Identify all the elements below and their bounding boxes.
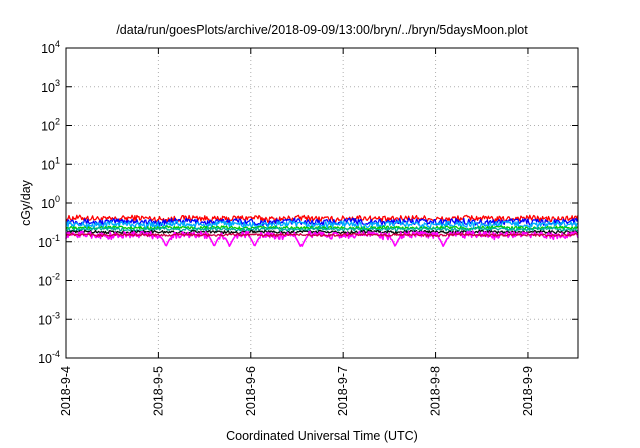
- x-tick-label: 2018-9-5: [151, 366, 165, 416]
- series-line: [65, 220, 579, 230]
- x-ticks: 2018-9-4 2018-9-5 2018-9-6 2018-9-7 2018-9-8…: [59, 48, 535, 416]
- y-ticks: 104 103 102 101 100 10-1 10-2 10-3 10-4: [38, 39, 578, 366]
- y-tick-label: 104: [41, 39, 60, 56]
- y-tick-label: 10-4: [38, 349, 60, 366]
- y-tick-label: 103: [41, 78, 60, 95]
- x-tick-label: 2018-9-8: [429, 366, 443, 416]
- series-group: [65, 214, 579, 247]
- series-line: [65, 217, 579, 227]
- y-tick-label: 10-1: [38, 233, 60, 250]
- x-tick-label: 2018-9-9: [521, 366, 535, 416]
- y-tick-label: 101: [41, 155, 60, 172]
- grid-lines: [65, 47, 578, 359]
- x-tick-label: 2018-9-7: [336, 366, 350, 416]
- y-tick-label: 10-3: [38, 310, 60, 327]
- x-tick-label: 2018-9-6: [244, 366, 258, 416]
- chart-title: /data/run/goesPlots/archive/2018-09-09/1…: [116, 23, 528, 37]
- x-axis-label: Coordinated Universal Time (UTC): [226, 429, 418, 443]
- series-line: [65, 226, 579, 232]
- y-tick-label: 100: [41, 194, 60, 211]
- y-tick-label: 102: [41, 117, 60, 134]
- series-line: [65, 229, 579, 235]
- x-tick-label: 2018-9-4: [59, 366, 73, 416]
- y-tick-label: 10-2: [38, 272, 60, 289]
- y-axis-label: cGy/day: [19, 179, 33, 226]
- series-line: [65, 232, 579, 238]
